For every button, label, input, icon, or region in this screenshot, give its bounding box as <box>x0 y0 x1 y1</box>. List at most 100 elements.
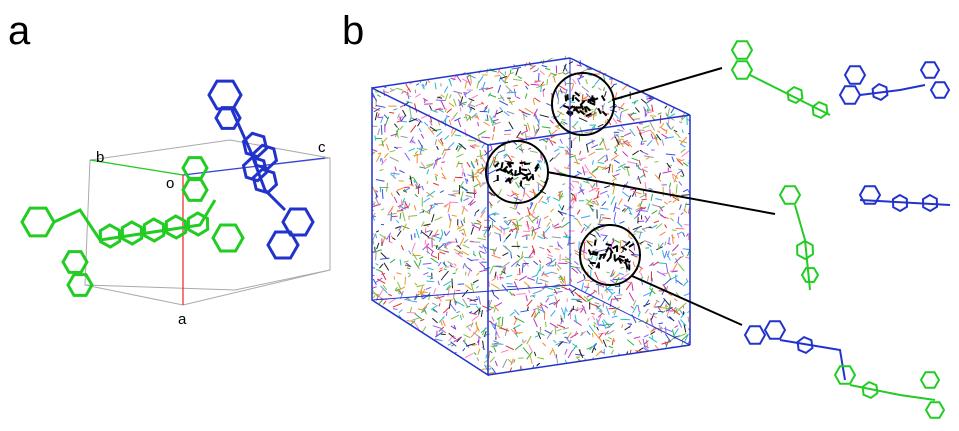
bond <box>487 169 496 175</box>
bond <box>419 75 422 84</box>
bond <box>640 98 647 104</box>
bond <box>649 327 658 333</box>
bond <box>532 203 538 213</box>
bond <box>438 316 445 323</box>
bond <box>517 254 521 258</box>
bond <box>456 58 460 63</box>
bond <box>633 243 636 251</box>
bond <box>420 318 425 322</box>
ring <box>251 167 279 195</box>
bond <box>489 248 496 251</box>
bond <box>639 366 643 370</box>
bond <box>457 162 463 165</box>
bond <box>396 62 404 68</box>
bond <box>419 211 423 214</box>
bond <box>661 250 665 258</box>
bond <box>591 312 595 315</box>
bond <box>545 145 547 150</box>
bond <box>443 268 447 271</box>
bond <box>604 246 610 254</box>
bond <box>429 364 433 374</box>
ring <box>241 131 269 159</box>
bond <box>520 132 524 136</box>
bond <box>526 335 532 345</box>
bond <box>421 365 425 375</box>
bond <box>631 314 637 324</box>
bond <box>668 55 674 56</box>
bond <box>613 83 617 86</box>
bond <box>533 351 537 357</box>
bond <box>587 249 592 256</box>
bond <box>406 311 416 314</box>
bond <box>605 243 612 247</box>
bond <box>463 238 469 244</box>
bond <box>426 280 435 283</box>
bond <box>554 122 563 128</box>
bond <box>526 122 531 131</box>
bond <box>399 116 402 121</box>
bond <box>660 90 663 100</box>
bond <box>430 304 438 311</box>
bond <box>680 136 688 145</box>
bond <box>422 262 432 265</box>
ring <box>858 185 882 205</box>
bond <box>510 328 517 336</box>
bond <box>539 159 543 163</box>
bond <box>601 166 607 171</box>
bond <box>605 375 607 381</box>
bond <box>493 265 503 268</box>
bond <box>450 325 457 330</box>
bond <box>518 109 528 115</box>
bond <box>499 233 502 242</box>
bond <box>609 364 614 374</box>
bond <box>607 295 612 301</box>
bond <box>584 286 590 289</box>
bond <box>672 229 677 231</box>
bond <box>579 103 585 111</box>
bond <box>380 124 383 135</box>
bond <box>605 332 609 335</box>
bond <box>515 332 519 338</box>
bond <box>364 71 370 76</box>
bond <box>577 189 585 194</box>
bond <box>411 242 416 253</box>
bond <box>695 224 702 225</box>
bond <box>462 78 470 83</box>
bond <box>366 164 369 167</box>
bond <box>553 223 560 227</box>
bond <box>461 186 468 193</box>
bond <box>511 66 522 70</box>
bond <box>380 74 388 82</box>
bond <box>642 168 649 173</box>
bond <box>584 131 592 134</box>
bond <box>504 168 510 175</box>
bond <box>656 246 663 251</box>
bond <box>546 102 553 107</box>
bond <box>372 344 375 348</box>
bond <box>468 98 475 102</box>
bond <box>519 180 523 187</box>
bond <box>675 305 684 313</box>
bond <box>421 231 430 238</box>
bond <box>476 114 480 121</box>
bond <box>486 114 489 120</box>
bond <box>383 342 389 351</box>
bond <box>364 188 367 197</box>
bond <box>641 198 648 201</box>
bond <box>470 143 477 147</box>
bond <box>439 351 445 357</box>
bond <box>521 175 529 180</box>
bond <box>557 210 564 216</box>
bond <box>645 325 649 329</box>
bond <box>372 233 376 241</box>
bond <box>567 349 574 359</box>
bond <box>595 188 600 192</box>
ring <box>919 61 941 79</box>
bond <box>455 238 458 244</box>
bond <box>691 191 692 194</box>
bond <box>440 94 445 98</box>
bond <box>597 162 605 164</box>
bond <box>687 189 690 199</box>
bond <box>680 251 684 256</box>
bond <box>600 60 604 64</box>
